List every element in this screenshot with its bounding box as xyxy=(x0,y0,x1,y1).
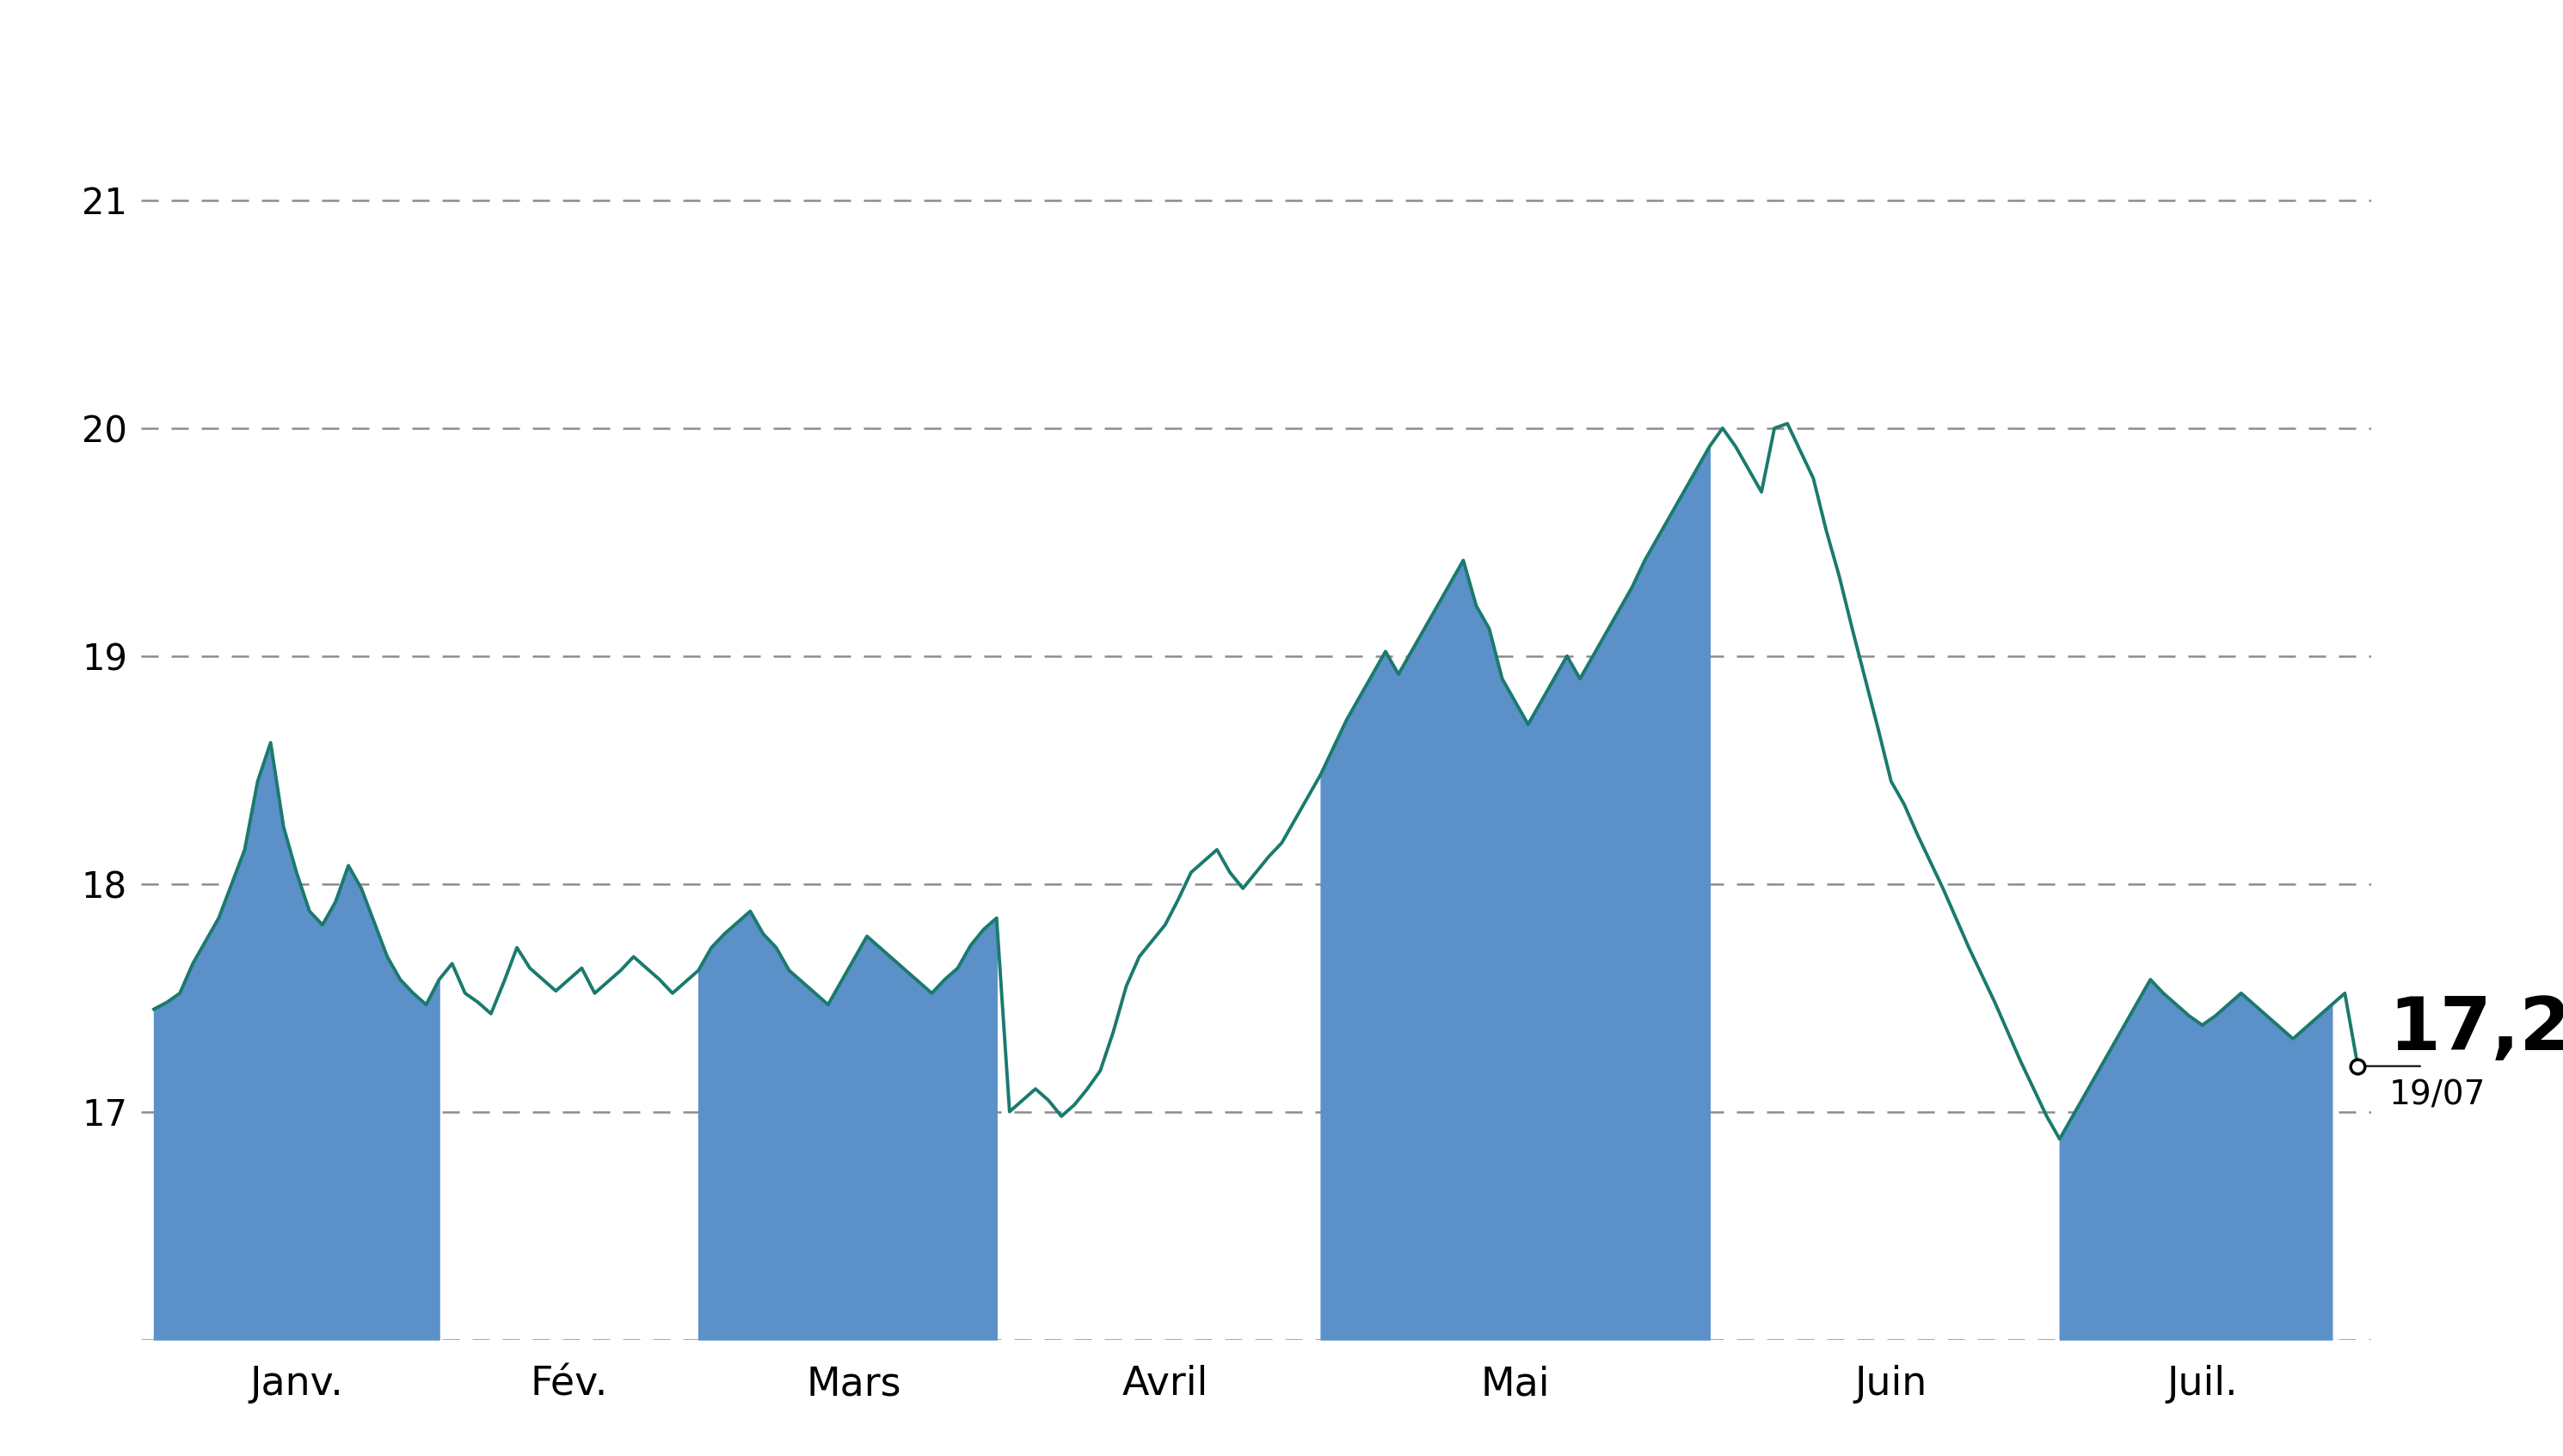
Text: 19/07: 19/07 xyxy=(2389,1079,2486,1111)
Text: CRCAM BRIE PIC2CCI: CRCAM BRIE PIC2CCI xyxy=(723,7,1840,99)
Text: 17,20: 17,20 xyxy=(2389,994,2563,1066)
